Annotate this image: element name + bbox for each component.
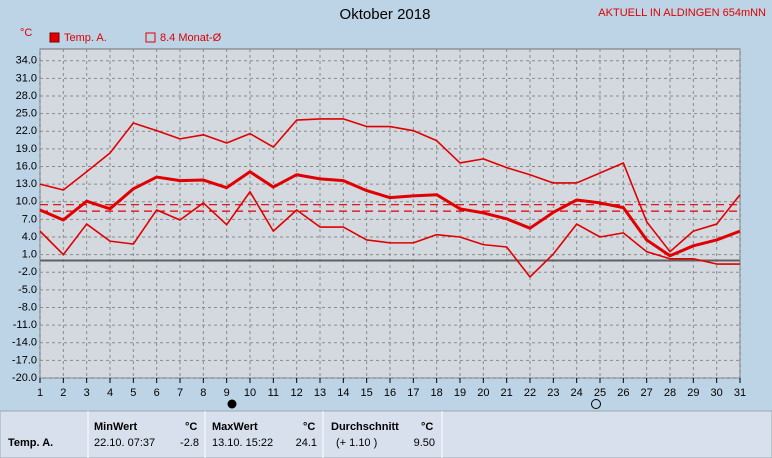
cell: 13.10. 15:22 [212, 437, 273, 449]
col-unit: °C [185, 421, 197, 433]
x-tick-label: 25 [594, 387, 606, 399]
x-tick-label: 18 [431, 387, 443, 399]
x-tick-label: 7 [177, 387, 183, 399]
y-tick-label: -11.0 [13, 319, 37, 331]
x-tick-label: 31 [734, 387, 746, 399]
x-tick-label: 12 [291, 387, 303, 399]
y-tick-label: 7.0 [22, 213, 37, 225]
table: MinWert °C MaxWert °C Durchschnitt °C Te… [0, 410, 772, 458]
y-tick-label: -14.0 [12, 337, 37, 349]
y-tick-label: 31.0 [16, 72, 37, 84]
x-tick-label: 30 [711, 387, 723, 399]
x-tick-label: 5 [130, 387, 136, 399]
x-tick-label: 29 [687, 387, 699, 399]
x-tick-label: 6 [154, 387, 160, 399]
x-tick-label: 22 [524, 387, 536, 399]
col-unit: °C [421, 421, 433, 433]
cell: 22.10. 07:37 [94, 437, 155, 449]
x-tick-label: 1 [37, 387, 43, 399]
x-tick-label: 4 [107, 387, 113, 399]
y-tick-label: 13.0 [16, 178, 37, 190]
x-tick-label: 15 [361, 387, 373, 399]
x-tick-label: 26 [617, 387, 629, 399]
x-tick-label: 24 [571, 387, 583, 399]
col-title: MinWert [94, 421, 138, 433]
y-tick-label: 10.0 [16, 196, 37, 208]
x-tick-label: 27 [641, 387, 653, 399]
y-tick-label: -8.0 [18, 301, 37, 313]
col-unit: °C [303, 421, 315, 433]
y-tick-label: -17.0 [12, 354, 37, 366]
y-tick-label: -5.0 [18, 284, 37, 296]
table-bg [0, 410, 772, 458]
x-tick-label: 19 [454, 387, 466, 399]
moon-new [227, 399, 237, 409]
x-tick-label: 13 [314, 387, 326, 399]
y-tick-label: 16.0 [16, 160, 37, 172]
x-tick-label: 20 [477, 387, 489, 399]
col-title: MaxWert [212, 421, 258, 433]
series-line [39, 190, 740, 278]
y-tick-label: 34.0 [16, 55, 37, 67]
col-title: Durchschnitt [331, 421, 399, 433]
x-tick-label: 8 [200, 387, 206, 399]
series-line [39, 118, 741, 253]
cell: (+ 1.10 ) [336, 437, 377, 449]
x-tick-label: 2 [60, 387, 66, 399]
y-tick-label: 19.0 [16, 143, 37, 155]
cell: -2.8 [180, 437, 199, 449]
y-tick-label: 25.0 [16, 108, 37, 120]
x-tick-label: 23 [547, 387, 559, 399]
x-tick-label: 28 [664, 387, 676, 399]
y-tick-label: 28.0 [16, 90, 37, 102]
y-unit: °C [20, 27, 32, 39]
chart-title: Oktober 2018 [340, 6, 431, 23]
y-tick-label: 22.0 [16, 125, 37, 137]
x-tick-label: 17 [407, 387, 419, 399]
y-tick-label: 1.0 [22, 249, 37, 261]
x-tick-label: 9 [224, 387, 230, 399]
station-label: AKTUELL IN ALDINGEN 654mNN [598, 7, 766, 19]
cell: 24.1 [296, 437, 317, 449]
series-line [39, 170, 741, 258]
legend-swatch [145, 32, 156, 43]
x-tick-label: 16 [384, 387, 396, 399]
y-tick-label: -2.0 [18, 266, 37, 278]
x-tick-label: 14 [337, 387, 349, 399]
legend-label: Temp. A. [64, 32, 107, 44]
x-tick-label: 10 [244, 387, 256, 399]
legend-swatch [49, 32, 60, 43]
x-tick-label: 21 [501, 387, 513, 399]
row-label: Temp. A. [8, 437, 53, 449]
y-tick-label: -20.0 [12, 372, 37, 384]
x-tick-label: 3 [84, 387, 90, 399]
x-tick-label: 11 [268, 387, 279, 399]
moon-full [591, 399, 601, 409]
y-tick-label: 4.0 [22, 231, 37, 243]
legend-label: 8.4 Monat-Ø [160, 32, 222, 44]
cell: 9.50 [414, 437, 435, 449]
